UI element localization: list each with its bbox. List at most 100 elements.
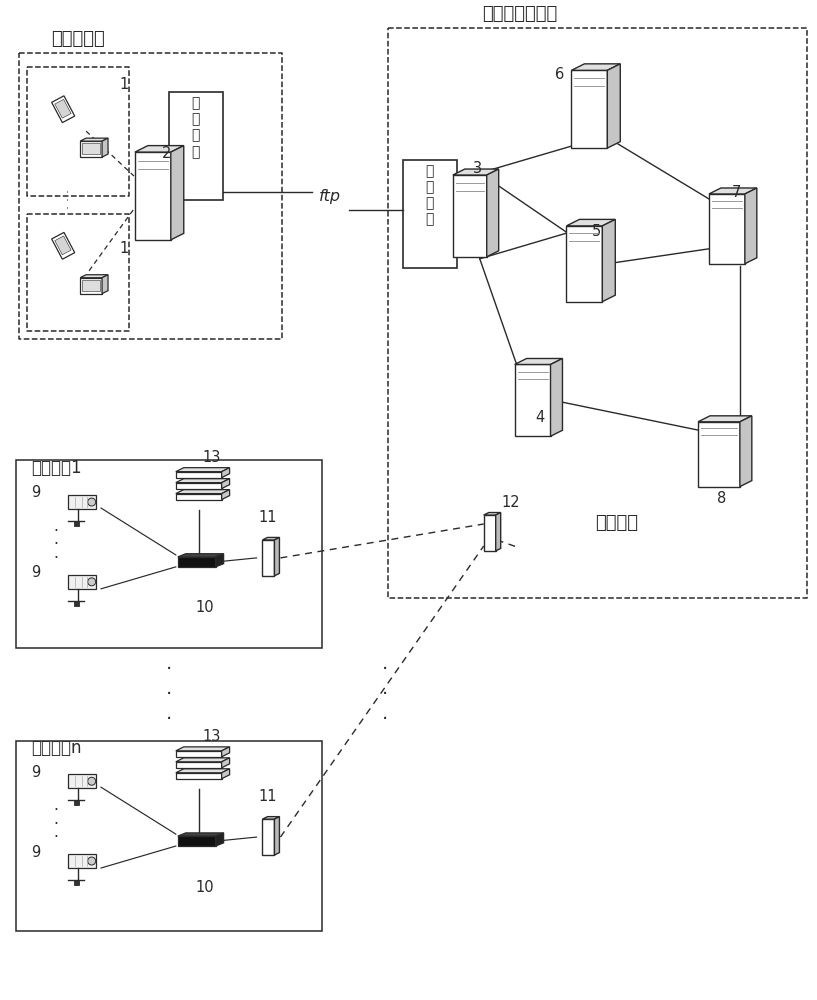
Polygon shape	[709, 194, 745, 264]
Polygon shape	[176, 762, 221, 768]
Polygon shape	[176, 490, 230, 494]
Text: 管理中心: 管理中心	[596, 514, 638, 532]
Text: 图
库
网
关: 图 库 网 关	[191, 96, 200, 159]
Polygon shape	[221, 747, 230, 757]
Polygon shape	[68, 495, 96, 509]
Text: 13: 13	[203, 450, 221, 465]
Bar	[74, 880, 78, 885]
Polygon shape	[68, 774, 96, 788]
Polygon shape	[135, 152, 171, 240]
Polygon shape	[68, 854, 96, 868]
Text: 9: 9	[31, 765, 41, 780]
Text: ftp: ftp	[319, 189, 342, 204]
Polygon shape	[176, 483, 221, 489]
Polygon shape	[515, 364, 551, 436]
Bar	[16, 741, 322, 931]
Polygon shape	[262, 540, 275, 576]
Polygon shape	[80, 278, 102, 294]
Bar	[74, 800, 78, 805]
Bar	[83, 280, 100, 291]
Polygon shape	[55, 236, 71, 255]
Text: 人脸识别服务端: 人脸识别服务端	[482, 5, 557, 23]
Text: ·
·
·: · · ·	[382, 660, 388, 729]
Polygon shape	[275, 537, 279, 576]
Polygon shape	[102, 275, 108, 294]
Text: ·
·
·: · · ·	[54, 524, 59, 566]
Polygon shape	[484, 515, 496, 551]
Text: 3: 3	[473, 161, 482, 176]
Polygon shape	[102, 138, 108, 157]
Polygon shape	[566, 226, 602, 302]
Polygon shape	[68, 575, 96, 589]
Text: ·
·
·: · · ·	[166, 660, 172, 729]
Polygon shape	[602, 219, 615, 302]
Polygon shape	[171, 146, 184, 240]
Polygon shape	[551, 358, 562, 436]
Polygon shape	[740, 416, 752, 487]
Polygon shape	[80, 138, 108, 141]
Polygon shape	[262, 537, 279, 540]
Polygon shape	[698, 422, 740, 487]
Polygon shape	[698, 416, 752, 422]
Text: 10: 10	[196, 880, 214, 895]
Polygon shape	[178, 554, 224, 557]
Circle shape	[87, 498, 96, 506]
Polygon shape	[571, 70, 607, 148]
Polygon shape	[135, 146, 184, 152]
Circle shape	[87, 857, 96, 865]
Text: · · ·: · · ·	[63, 189, 76, 209]
Polygon shape	[275, 817, 279, 855]
Polygon shape	[709, 188, 757, 194]
Circle shape	[87, 777, 96, 785]
Text: 12: 12	[502, 495, 520, 510]
Polygon shape	[262, 819, 275, 855]
Text: 5: 5	[592, 224, 600, 239]
Text: 图
库
网
关: 图 库 网 关	[426, 164, 434, 227]
Polygon shape	[216, 554, 224, 567]
Polygon shape	[178, 557, 216, 567]
Bar	[403, 160, 457, 268]
Polygon shape	[176, 468, 230, 472]
Polygon shape	[176, 472, 221, 478]
Polygon shape	[55, 99, 71, 118]
Polygon shape	[453, 169, 498, 175]
Text: 11: 11	[258, 789, 277, 804]
Polygon shape	[176, 747, 230, 751]
Text: 监控区域1: 监控区域1	[31, 459, 82, 477]
Text: 信息搜集端: 信息搜集端	[51, 30, 105, 48]
Text: 11: 11	[258, 510, 277, 525]
Polygon shape	[221, 479, 230, 489]
Text: 1: 1	[119, 77, 128, 92]
Circle shape	[87, 578, 96, 586]
Polygon shape	[566, 219, 615, 226]
Bar	[169, 92, 223, 200]
Polygon shape	[216, 833, 224, 846]
Text: 1: 1	[119, 241, 128, 256]
Polygon shape	[176, 494, 221, 500]
Polygon shape	[453, 175, 487, 257]
Polygon shape	[176, 758, 230, 762]
Polygon shape	[51, 232, 74, 259]
Text: 13: 13	[203, 729, 221, 744]
Text: ·
·
·: · · ·	[54, 803, 59, 845]
Polygon shape	[221, 490, 230, 500]
Polygon shape	[607, 64, 620, 148]
Text: 10: 10	[196, 600, 214, 615]
Text: 9: 9	[31, 845, 41, 860]
Bar	[83, 143, 100, 154]
Polygon shape	[176, 751, 221, 757]
Polygon shape	[496, 513, 501, 551]
Text: 6: 6	[555, 67, 564, 82]
Polygon shape	[262, 817, 279, 819]
Polygon shape	[178, 833, 224, 836]
Polygon shape	[484, 513, 501, 515]
Text: 9: 9	[31, 485, 41, 500]
Text: 监控区域n: 监控区域n	[31, 739, 82, 757]
Text: 7: 7	[732, 185, 741, 200]
Polygon shape	[515, 358, 562, 364]
Bar	[16, 460, 322, 648]
Text: 8: 8	[717, 491, 726, 506]
Polygon shape	[80, 275, 108, 278]
Polygon shape	[176, 773, 221, 779]
Polygon shape	[571, 64, 620, 70]
